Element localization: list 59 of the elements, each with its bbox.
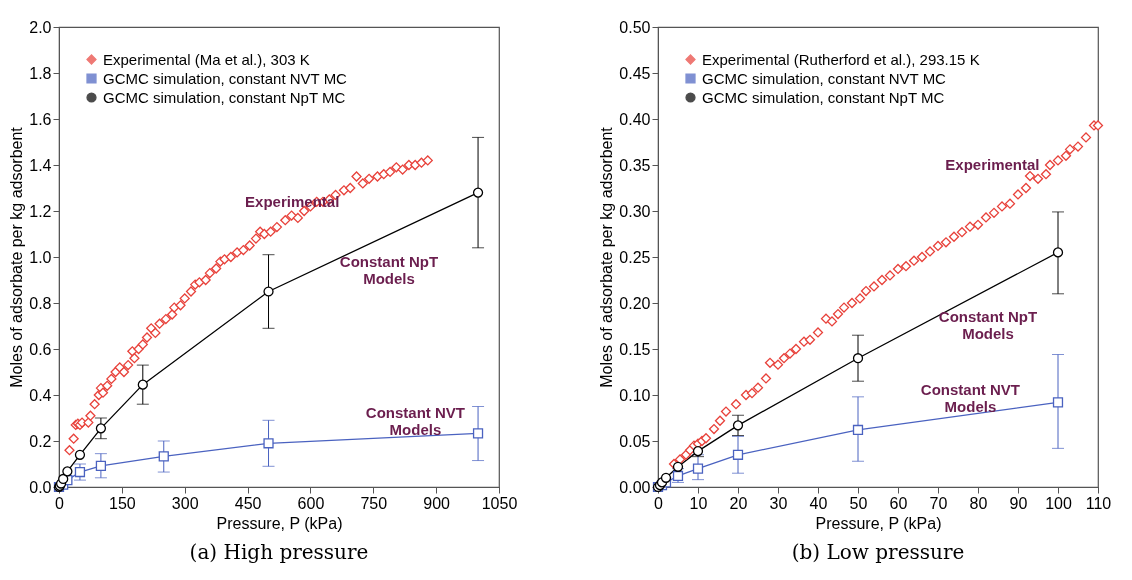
y-tick-label: 1.4	[29, 156, 52, 174]
annotation: Constant NVT Models	[365, 404, 465, 439]
x-tick-label: 900	[423, 494, 451, 512]
y-tick-label: 0.30	[619, 202, 651, 220]
y-tick-label: 0.25	[619, 248, 651, 266]
y-tick-label: 0.50	[619, 18, 651, 36]
y-tick-label: 0.15	[619, 340, 651, 358]
x-tick-label: 750	[360, 494, 388, 512]
y-tick-label: 0.20	[619, 294, 651, 312]
x-tick-label: 80	[969, 494, 988, 512]
x-tick-label: 70	[929, 494, 948, 512]
y-tick-label: 0.35	[619, 156, 651, 174]
legend-label: GCMC simulation, constant NVT MC	[103, 69, 348, 87]
x-tick-label: 100	[1045, 494, 1072, 512]
legend-label: GCMC simulation, constant NVT MC	[702, 69, 947, 87]
x-tick-label: 150	[109, 494, 136, 512]
x-tick-label: 50	[849, 494, 868, 512]
y-tick-label: 2.0	[29, 18, 52, 36]
legend-label: Experimental (Ma et al.), 303 K	[103, 50, 310, 68]
y-tick-label: 0.05	[619, 432, 651, 450]
y-tick-label: 0.6	[29, 340, 52, 358]
x-tick-label: 0	[55, 494, 65, 512]
x-tick-label: 40	[809, 494, 828, 512]
y-tick-label: 0.2	[29, 432, 52, 450]
x-tick-label: 450	[234, 494, 262, 512]
y-axis-title: Moles of adsorbate per kg adsorbent	[8, 126, 26, 388]
y-tick-label: 0.45	[619, 64, 651, 82]
x-tick-label: 110	[1085, 494, 1112, 512]
x-axis-title: Pressure, P (kPa)	[216, 514, 343, 532]
x-tick-label: 90	[1009, 494, 1028, 512]
annotation: Constant NpT Models	[938, 307, 1038, 342]
y-tick-label: 0.40	[619, 110, 651, 128]
y-tick-label: 0.00	[619, 478, 651, 496]
text: (a) High pressure	[189, 540, 369, 564]
y-tick-label: 0.0	[29, 478, 52, 496]
x-tick-label: 1050	[481, 494, 518, 512]
x-tick-label: 60	[889, 494, 908, 512]
y-axis-title: Moles of adsorbate per kg adsorbent	[598, 126, 616, 388]
x-tick-label: 300	[171, 494, 199, 512]
y-tick-label: 1.2	[29, 202, 52, 220]
x-tick-label: 30	[769, 494, 788, 512]
x-tick-label: 10	[689, 494, 708, 512]
annotation: Constant NVT Models	[920, 381, 1020, 416]
legend-label: GCMC simulation, constant NpT MC	[103, 88, 346, 106]
annotation: Constant NpT Models	[339, 252, 439, 287]
y-tick-label: 1.0	[29, 248, 52, 266]
annotation: Experimental	[945, 156, 1040, 173]
text: (b) Low pressure	[791, 540, 965, 564]
x-tick-label: 600	[297, 494, 325, 512]
y-tick-label: 0.8	[29, 294, 52, 312]
y-tick-label: 1.8	[29, 64, 52, 82]
x-tick-label: 0	[654, 494, 664, 512]
y-tick-label: 1.6	[29, 110, 52, 128]
legend-label: GCMC simulation, constant NpT MC	[702, 88, 945, 106]
x-axis-title: Pressure, P (kPa)	[815, 514, 942, 532]
x-tick-label: 20	[729, 494, 748, 512]
legend-label: Experimental (Rutherford et al.), 293.15 K	[702, 50, 980, 68]
y-tick-label: 0.4	[29, 386, 52, 404]
y-tick-label: 0.10	[619, 386, 651, 404]
